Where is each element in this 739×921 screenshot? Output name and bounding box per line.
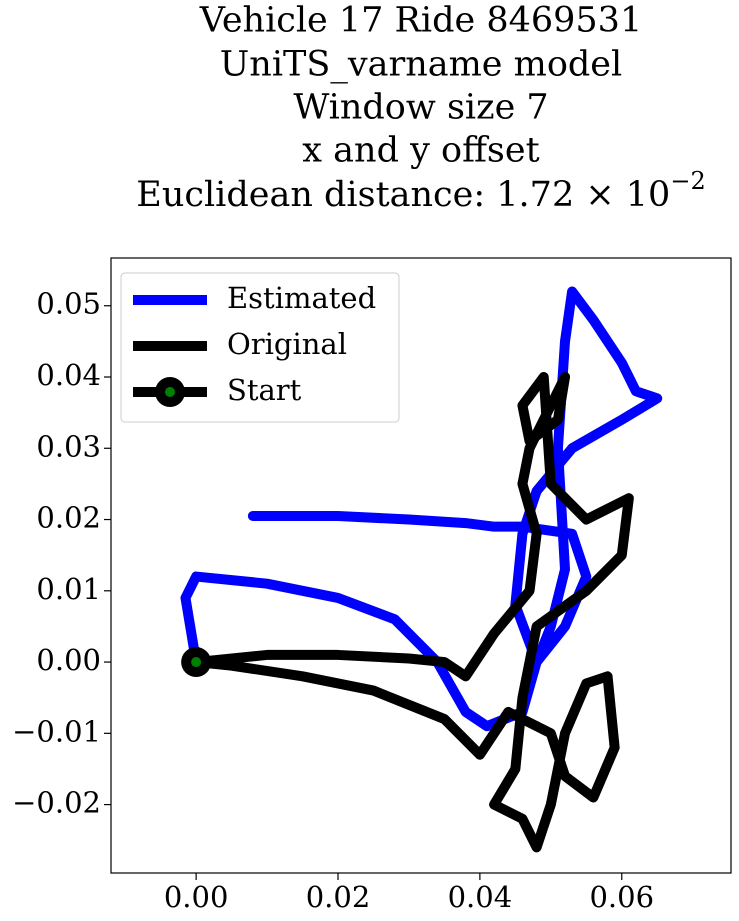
x-tick-label: 0.04 <box>448 880 513 914</box>
title-exponent: −2 <box>670 167 705 195</box>
legend-label[interactable]: Estimated <box>227 281 376 315</box>
series-line <box>180 286 663 732</box>
axes-frame <box>110 257 732 874</box>
chart-title: Vehicle 17 Ride 8469531 <box>199 1 642 41</box>
marker-inner <box>191 657 202 668</box>
chart-title: Window size 7 <box>293 88 548 128</box>
start-marker <box>181 647 212 678</box>
y-tick-label: 0.02 <box>36 501 101 535</box>
x-tick-label: 0.02 <box>306 880 371 914</box>
chart-title: x and y offset <box>302 131 539 171</box>
chart-title: UniTS_varname model <box>220 45 622 85</box>
legend-label[interactable]: Original <box>227 327 347 361</box>
y-tick-label: 0.05 <box>36 287 101 321</box>
legend-marker-inner <box>165 387 175 397</box>
series-line <box>191 372 634 853</box>
legend-label[interactable]: Start <box>227 373 302 407</box>
legend-box <box>120 272 400 423</box>
title-text: Euclidean distance: 1.72 × 10 <box>136 175 670 215</box>
y-tick-label: 0.04 <box>36 358 101 392</box>
chart-title: Euclidean distance: 1.72 × 10−2 <box>136 167 705 215</box>
y-tick-label: 0.01 <box>36 572 101 606</box>
y-tick-label: −0.02 <box>12 786 101 820</box>
y-tick-label: 0.03 <box>36 429 101 463</box>
x-tick-label: 0.06 <box>589 880 654 914</box>
x-tick-label: 0.00 <box>164 880 229 914</box>
y-tick-label: −0.01 <box>12 714 101 748</box>
y-tick-label: 0.00 <box>36 643 101 677</box>
